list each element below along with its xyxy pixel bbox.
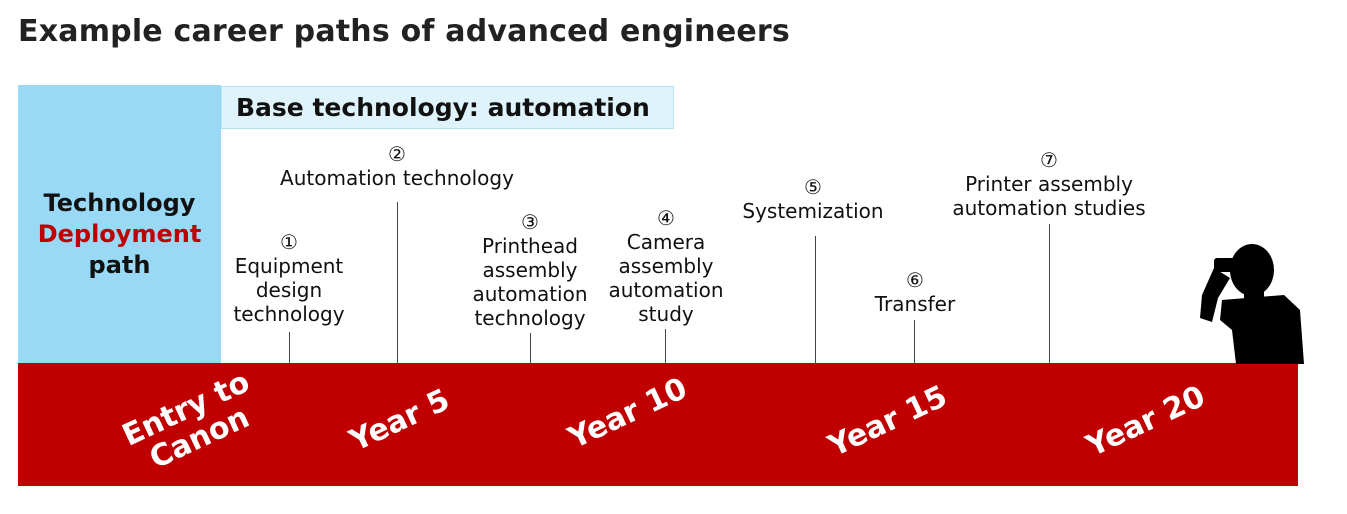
milestone-7-connector (1049, 224, 1050, 363)
milestone-1-line: Equipment (234, 254, 344, 278)
milestone-7-line: automation studies (952, 196, 1146, 220)
milestone-1: ① Equipment design technology (222, 230, 356, 326)
milestone-3-number: ③ (521, 210, 539, 234)
milestone-2-number: ② (388, 142, 406, 166)
side-panel-line1: Technology (43, 189, 196, 217)
milestone-2-line: Automation technology (280, 166, 514, 190)
milestone-3: ③ Printhead assembly automation technolo… (460, 210, 600, 330)
milestone-1-connector (289, 332, 290, 363)
page-title: Example career paths of advanced enginee… (18, 14, 790, 49)
milestone-2-connector (397, 202, 398, 366)
timeline-band (18, 363, 1298, 486)
milestone-4: ④ Camera assembly automation study (598, 206, 734, 326)
milestone-4-connector (665, 329, 666, 363)
milestone-4-line: Camera (626, 230, 706, 254)
base-technology-label: Base technology: automation (236, 93, 650, 122)
milestone-1-line: design (255, 278, 323, 302)
milestone-5-connector (815, 236, 816, 363)
milestone-6-line: Transfer (874, 292, 956, 316)
milestone-6-connector (914, 320, 915, 363)
milestone-3-line: Printhead (482, 234, 578, 258)
milestone-7: ⑦ Printer assembly automation studies (940, 148, 1158, 220)
milestone-7-line: Printer assembly (965, 172, 1133, 196)
milestone-1-line: technology (233, 302, 345, 326)
milestone-5-number: ⑤ (804, 175, 822, 199)
milestone-4-line: automation (608, 278, 724, 302)
base-technology-box: Base technology: automation (221, 86, 674, 129)
milestone-4-line: study (638, 302, 694, 326)
milestone-3-line: assembly (482, 258, 578, 282)
milestone-3-line: technology (474, 306, 586, 330)
milestone-7-number: ⑦ (1040, 148, 1058, 172)
side-panel-line2: Deployment (37, 220, 202, 248)
milestone-6-number: ⑥ (906, 268, 924, 292)
side-panel-label: Technology Deployment path (18, 188, 221, 281)
milestone-1-number: ① (280, 230, 298, 254)
milestone-4-number: ④ (657, 206, 675, 230)
milestone-5-line: Systemization (742, 199, 884, 223)
side-panel-line3: path (88, 251, 151, 279)
milestone-6: ⑥ Transfer (860, 268, 970, 316)
milestone-3-connector (530, 333, 531, 363)
person-silhouette-icon (1200, 244, 1304, 364)
milestone-2: ② Automation technology (262, 142, 532, 190)
milestone-5: ⑤ Systemization (730, 175, 896, 223)
milestone-3-line: automation (472, 282, 588, 306)
milestone-4-line: assembly (618, 254, 714, 278)
side-panel: Technology Deployment path (18, 85, 221, 363)
